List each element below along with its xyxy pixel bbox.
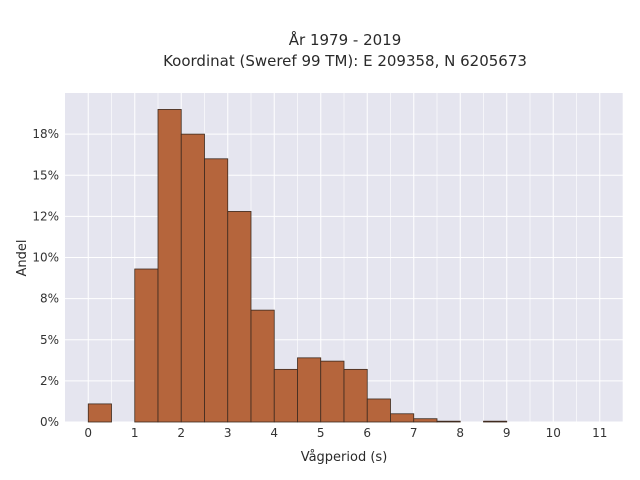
y-tick-label: 0% [40, 415, 59, 429]
histogram-bar [483, 420, 508, 423]
histogram-bar [227, 211, 252, 423]
histogram-bar [157, 109, 182, 423]
histogram-bar [320, 360, 345, 423]
y-axis-label: Andel [15, 240, 30, 277]
histogram-bar [250, 309, 275, 423]
x-tick-label: 7 [410, 426, 418, 440]
y-tick-label: 18% [32, 127, 59, 141]
histogram-bar [366, 398, 391, 423]
x-tick-label: 4 [270, 426, 278, 440]
x-tick-label: 5 [317, 426, 325, 440]
histogram-bar [273, 368, 298, 423]
x-tick-label: 0 [84, 426, 92, 440]
histogram-bar [134, 268, 159, 423]
x-tick-label: 9 [503, 426, 511, 440]
y-tick-label: 10% [32, 251, 59, 265]
y-tick-label: 15% [32, 168, 59, 182]
histogram-bar [297, 357, 322, 423]
x-axis-label: Vågperiod (s) [301, 450, 388, 465]
x-tick-label: 6 [363, 426, 371, 440]
histogram-bar [436, 420, 461, 423]
histogram-bars [87, 109, 508, 423]
chart-title-line-1: År 1979 - 2019 [289, 30, 402, 49]
histogram-bar [180, 133, 205, 423]
y-tick-label: 8% [40, 292, 59, 306]
histogram-bar [390, 413, 415, 423]
x-tick-label: 10 [546, 426, 561, 440]
x-axis-ticks: 0 1 2 3 4 5 6 7 8 9 10 11 [84, 426, 607, 440]
x-tick-label: 8 [456, 426, 464, 440]
histogram-bar [87, 403, 112, 423]
y-tick-label: 2% [40, 374, 59, 388]
histogram-bar [204, 158, 229, 423]
x-tick-label: 11 [592, 426, 607, 440]
histogram-bar [343, 368, 368, 423]
y-tick-label: 12% [32, 209, 59, 223]
y-tick-label: 5% [40, 333, 59, 347]
y-axis-ticks: 0% 2% 5% 8% 10% 12% 15% 18% [32, 127, 59, 429]
x-tick-label: 2 [177, 426, 185, 440]
histogram-bar [413, 418, 438, 423]
chart-title-line-2: Koordinat (Sweref 99 TM): E 209358, N 62… [163, 52, 527, 70]
x-tick-label: 3 [224, 426, 232, 440]
x-tick-label: 1 [131, 426, 139, 440]
